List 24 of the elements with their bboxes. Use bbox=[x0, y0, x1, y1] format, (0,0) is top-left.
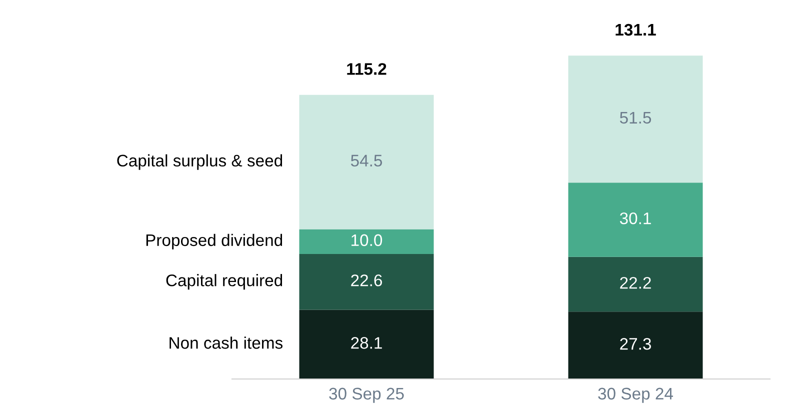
x-tick-label: 30 Sep 24 bbox=[598, 388, 674, 403]
x-tick-label: 30 Sep 25 bbox=[329, 388, 404, 403]
data-label: 30.1 bbox=[620, 212, 651, 224]
data-label: 54.5 bbox=[350, 154, 382, 167]
total-label: 131.1 bbox=[616, 24, 656, 36]
data-label: 27.3 bbox=[620, 338, 651, 350]
bar bbox=[568, 182, 703, 257]
total-label: 115.2 bbox=[347, 63, 386, 75]
bar bbox=[568, 256, 703, 312]
data-label: 22.2 bbox=[620, 276, 651, 289]
bar bbox=[299, 254, 434, 310]
series-label: Proposed dividend bbox=[146, 234, 282, 250]
series-label: Capital surplus & seed bbox=[117, 154, 282, 170]
bar bbox=[568, 56, 703, 183]
series-label: Capital required bbox=[166, 274, 282, 290]
data-label: 10.0 bbox=[352, 234, 382, 246]
bar bbox=[568, 312, 703, 379]
bar bbox=[299, 94, 434, 230]
series-label: Non cash items bbox=[170, 336, 283, 349]
bar bbox=[299, 229, 434, 254]
bar bbox=[299, 310, 434, 379]
data-label: 22.6 bbox=[351, 274, 382, 286]
data-label: 28.1 bbox=[351, 337, 382, 349]
data-label: 51.5 bbox=[620, 112, 652, 124]
